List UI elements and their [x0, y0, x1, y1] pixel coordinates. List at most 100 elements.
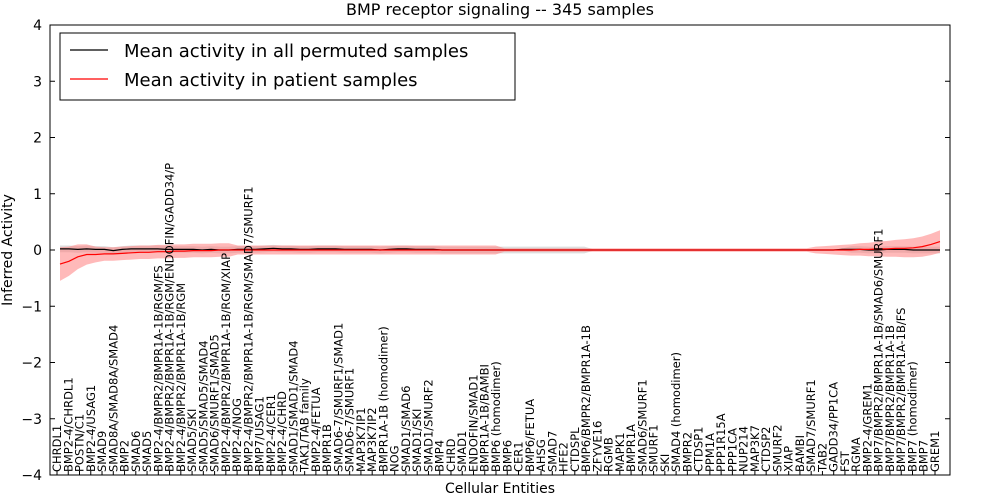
x-tick-label: BMP7/USAG1	[253, 396, 267, 472]
x-tick-label: BMP7/BMPR2/BMPR1A-1B	[883, 325, 897, 472]
x-tick-label: MAP3K7IP1	[354, 407, 368, 472]
x-tick-label: BMP7/BMPR2/BMPR1A-1B/FS	[894, 308, 908, 472]
x-tick-label: TAK1/TAB family	[298, 378, 312, 473]
legend-box	[59, 32, 516, 101]
y-tick-label: 0	[33, 243, 42, 259]
x-tick-label: SMAD9	[95, 431, 109, 472]
x-tick-label: GADD34/PP1CA	[827, 382, 841, 472]
x-tick-label: XIAP	[782, 446, 796, 472]
x-tick-label: SMAD1/SMAD6	[399, 386, 413, 472]
x-tick-label: RGMB	[602, 437, 616, 472]
x-tick-label: BMPR2	[680, 432, 694, 472]
x-tick-label: SMAD5/SMAD5/SMAD4	[196, 340, 210, 472]
plot-frame	[49, 24, 951, 476]
y-ticks: −4 −3 −2 −1 0 1 2 3 4	[21, 18, 950, 484]
x-tick-label: GREM1	[928, 431, 942, 472]
x-ticks	[56, 471, 936, 475]
x-tick-label: SMURF2	[770, 424, 784, 472]
x-tick-label: FST	[838, 450, 852, 472]
x-tick-label: BMP2-4/USAG1	[84, 385, 98, 472]
x-tick-label: SKI	[658, 454, 672, 472]
x-tick-label: CTDSP2	[759, 427, 773, 472]
x-tick-label: BMP2-4/GREM1	[861, 383, 875, 472]
x-tick-label: MAP3K7IP2	[365, 407, 379, 472]
x-tick-label: BMP2-4/FETUA	[309, 387, 323, 472]
x-tick-label: BMP2-4/BMPR2/BMPR1A-1B/RGM	[174, 283, 188, 472]
x-tick-label: SMAD6/SMURF1	[635, 379, 649, 472]
x-tick-label: SMAD1	[455, 431, 469, 472]
x-tick-label: BMP2-4/CER1	[264, 394, 278, 472]
x-tick-label: SMAD7/SMURF1	[804, 379, 818, 472]
x-axis-label: Cellular Entities	[445, 481, 555, 497]
x-tick-label: SMAD8A/SMAD8A/SMAD4	[106, 325, 120, 472]
x-tick-label: SMURF1	[647, 424, 661, 472]
x-tick-label: ENDOFIN/SMAD1	[467, 374, 481, 472]
x-tick-label: SMAD6	[129, 431, 143, 472]
x-tick-label: MAP3K7	[748, 425, 762, 472]
x-tick-label: BMP6 (homodimer)	[489, 361, 503, 472]
x-tick-label: SMAD1/SKI	[410, 409, 424, 472]
x-tick-label: BMP4	[433, 440, 447, 472]
x-tick-label: SMAD5	[140, 431, 154, 472]
legend-patient-label: Mean activity in patient samples	[124, 70, 418, 91]
x-tick-label: ZFYVE16	[590, 421, 604, 472]
x-tick-label: AHSG	[534, 439, 548, 472]
x-tick-label: MAPK1	[613, 432, 627, 472]
y-tick-label: 2	[33, 131, 42, 147]
x-tick-label: CTDSPL	[568, 427, 582, 472]
x-tick-label: SMAD6/SMURF1/SMAD5	[208, 334, 222, 472]
x-tick-label: BMP7/BMPR2/BMPR1A-1B/SMAD6/SMURF1	[872, 229, 886, 472]
x-tick-label: PPP1CA	[725, 428, 739, 472]
chart-title: BMP receptor signaling -- 345 samples	[346, 0, 654, 19]
x-tick-label: PPM1A	[703, 433, 717, 472]
x-tick-label: NOG	[388, 445, 402, 472]
x-tick-label: RGMA	[849, 437, 863, 472]
x-tick-label: BMPR1A	[624, 424, 638, 472]
patient-band	[60, 230, 940, 281]
y-axis-label: Inferred Activity	[0, 194, 16, 306]
x-tick-label: PPP1R15A	[714, 413, 728, 472]
x-tick-label: TAB2	[815, 443, 829, 473]
x-tick-label: BAMBI	[793, 435, 807, 472]
x-tick-label: BMP6/BMPR2/BMPR1A-1B	[579, 325, 593, 472]
x-tick-label: BMP2-4/BMPR2/BMPR1A-1B/RGM/SMAD7/SMURF1	[241, 186, 255, 472]
x-tick-label: CHRD	[444, 438, 458, 472]
x-tick-label: SMAD6-7/SMURF1/SMAD1	[331, 323, 345, 472]
x-tick-label: BMP2-4/BMPR2/BMPR1A-1B/RGM/ENDOFIN/GADD3…	[163, 163, 177, 472]
x-tick-label: BMP2-4/BMPR2/BMPR1A-1B/RGM/XIAP	[219, 253, 233, 472]
x-tick-label: BMPR1A-1B/BAMBI	[478, 364, 492, 472]
y-tick-label: −2	[21, 356, 42, 372]
x-tick-label: SMAD6-7/SMURF1	[343, 368, 357, 472]
confidence-bands	[60, 230, 940, 281]
x-tick-label: SMAD1/SMURF2	[422, 379, 436, 472]
x-tick-label: BMP7 (homodimer)	[906, 361, 920, 472]
x-tick-label: BMP2	[118, 440, 132, 472]
legend: Mean activity in all permuted samples Me…	[59, 32, 516, 101]
x-tick-labels: CHRDL1BMP2-4/CHRDL1POSTN/C1BMP2-4/USAG1S…	[50, 163, 942, 473]
x-tick-label: BMP6/FETUA	[523, 399, 537, 472]
x-tick-label: BMP2-4/BMPR2/BMPR1A-1B/RGM/FS	[151, 265, 165, 472]
x-tick-label: SMAD4 (homodimer)	[669, 352, 683, 472]
x-tick-label: CER1	[512, 441, 526, 472]
x-tick-label: BMP6	[500, 440, 514, 472]
x-tick-label: CTDSP1	[692, 427, 706, 472]
x-tick-label: SMAD1/SMAD1/SMAD4	[286, 340, 300, 472]
y-tick-label: −1	[21, 299, 42, 315]
x-tick-label: BMP2-4/CHRD	[275, 391, 289, 472]
x-tick-label: BMPR1A-1B (homodimer)	[376, 326, 390, 472]
y-tick-label: 1	[33, 187, 42, 203]
y-tick-label: 4	[33, 18, 42, 34]
y-tick-label: −4	[21, 468, 42, 484]
x-tick-label: POSTN/C1	[73, 414, 87, 472]
x-tick-label: NUP214	[737, 426, 751, 472]
x-tick-label: SMAD5/SKI	[185, 409, 199, 472]
series-lines	[59, 241, 941, 265]
x-tick-label: HFE2	[557, 442, 571, 472]
x-tick-label: BMP2-4/CHRDL1	[61, 377, 75, 472]
x-tick-label: SMAD7	[545, 431, 559, 472]
x-tick-label: CHRDL1	[50, 425, 64, 472]
patient-mean-line	[59, 241, 941, 265]
y-tick-label: −3	[21, 412, 42, 428]
y-tick-label: 3	[33, 74, 42, 90]
